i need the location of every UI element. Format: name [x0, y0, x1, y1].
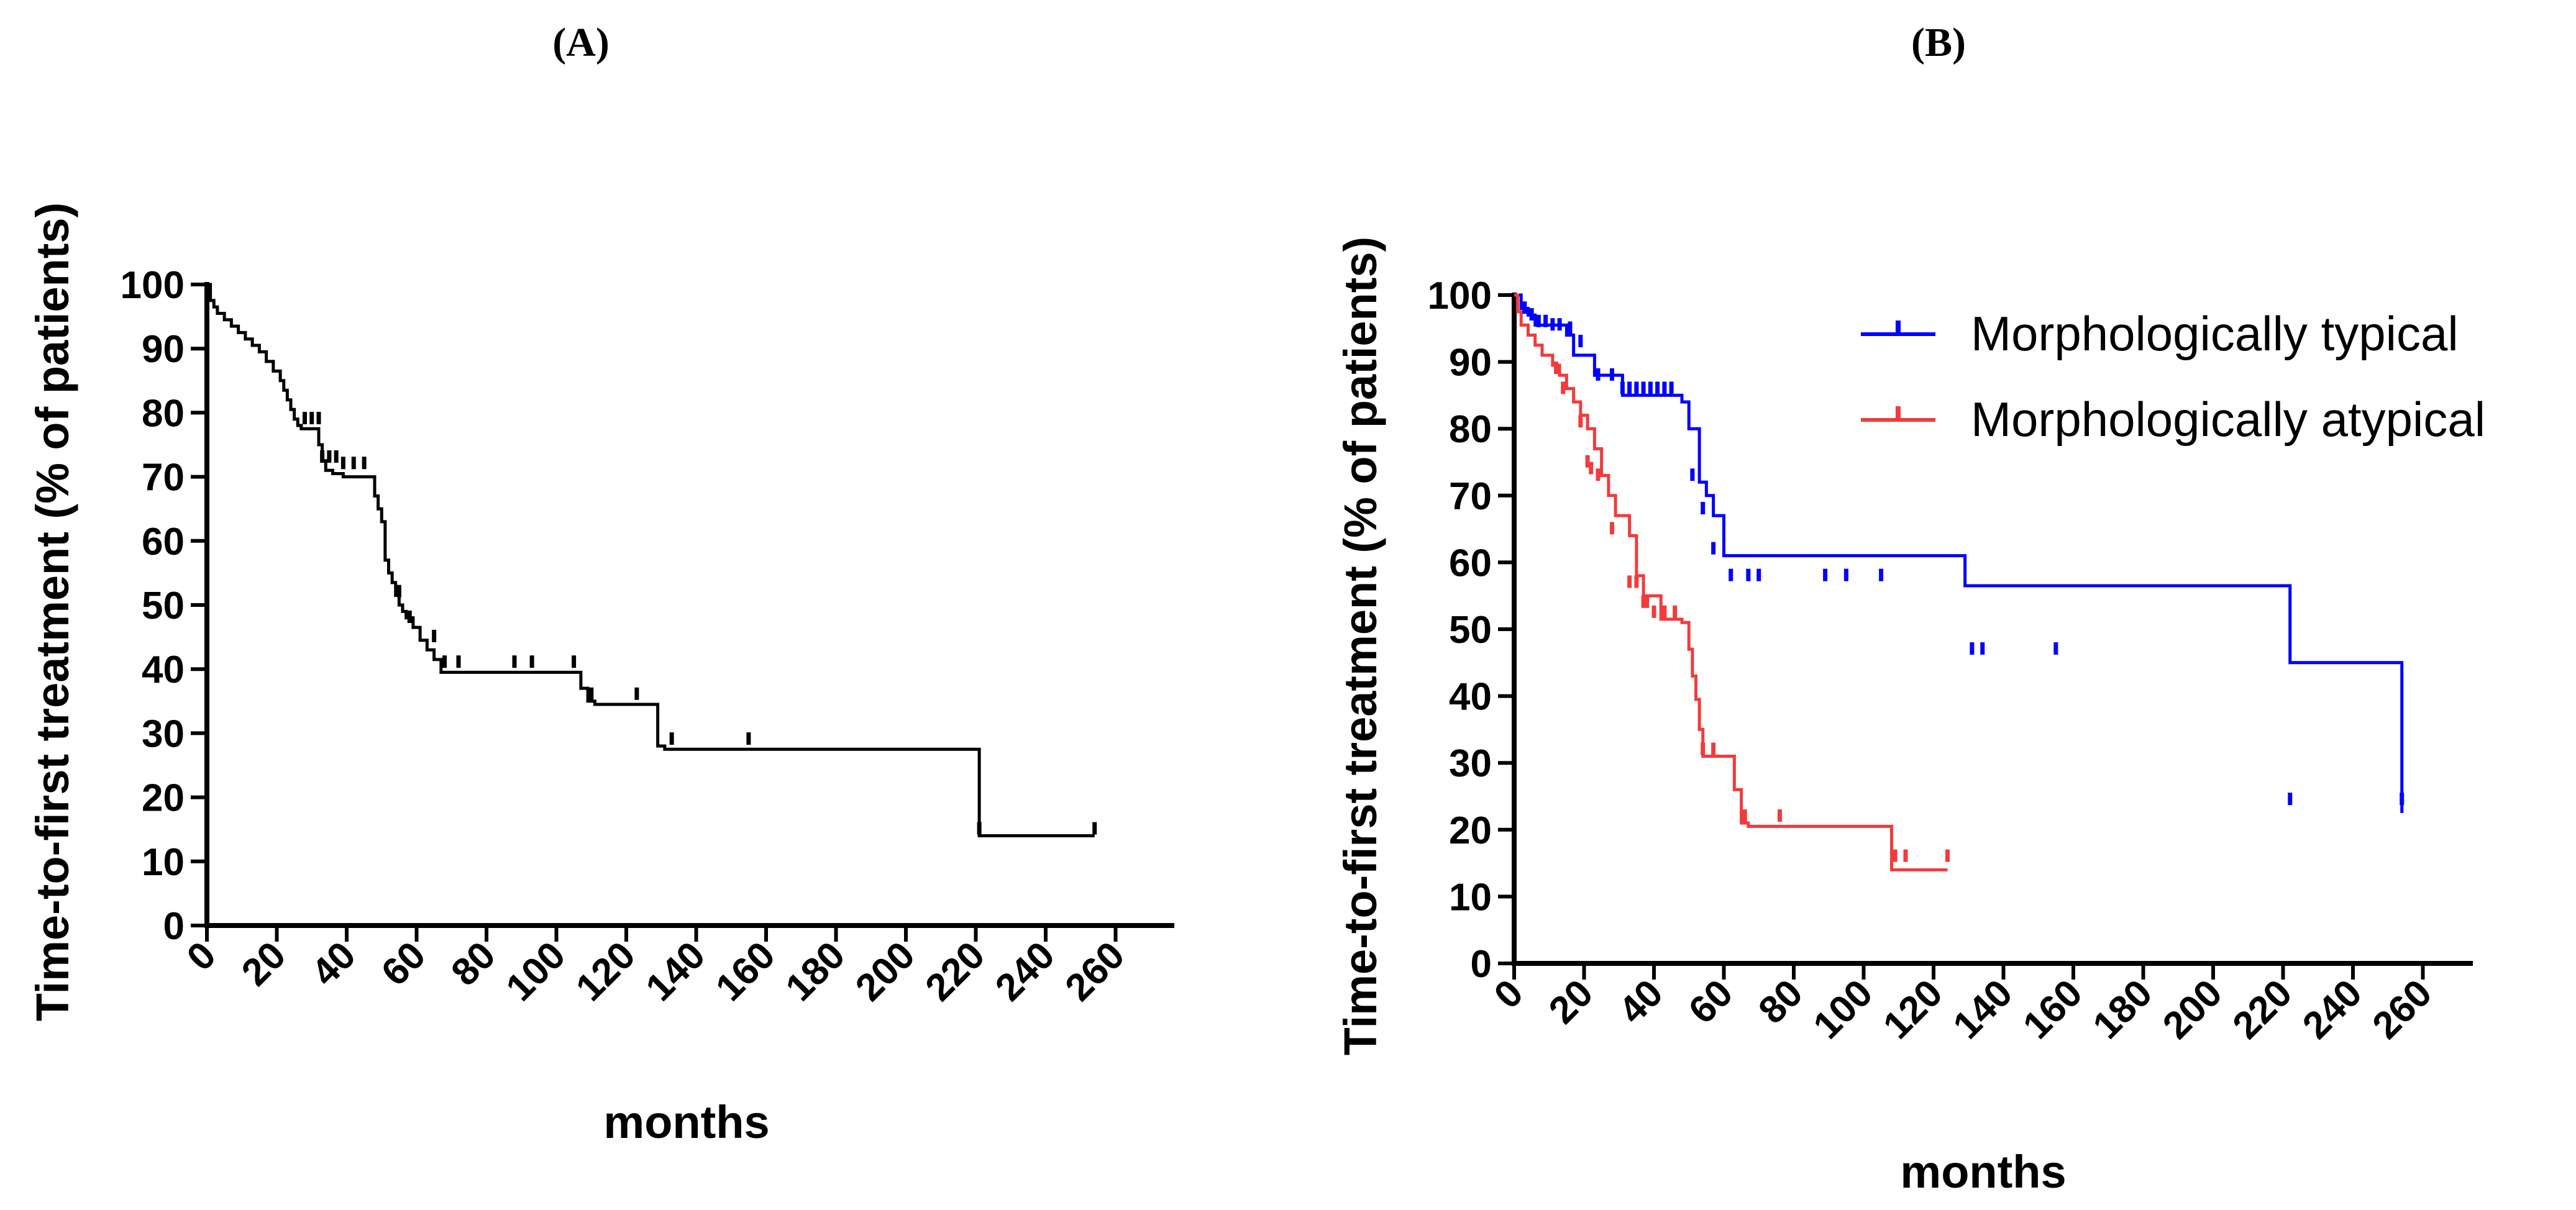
chart-a-x-tick-label: 120 — [568, 934, 644, 1009]
chart-b-x-tick-label: 20 — [1541, 971, 1602, 1032]
chart-b-x-tick-label: 120 — [1875, 971, 1951, 1047]
legend-typical-label: Morphologically typical — [1971, 306, 2459, 361]
chart-a-y-tick-label: 100 — [121, 264, 185, 307]
chart-b-series — [1514, 293, 2405, 871]
chart-b-x-tick-label: 220 — [2224, 971, 2300, 1047]
chart-b-x-tick-label: 140 — [1945, 971, 2021, 1047]
chart-b-x-tick-label: 0 — [1486, 971, 1532, 1017]
chart-a-y-tick-label: 0 — [163, 905, 185, 948]
chart-b-x-tick-label: 260 — [2364, 971, 2440, 1047]
chart-b-x-tick-label: 40 — [1610, 971, 1671, 1032]
chart-a-y-tick-label: 50 — [142, 585, 185, 627]
chart-b-y-tick-label: 10 — [1449, 876, 1492, 919]
chart-a-x-tick-label: 40 — [303, 934, 364, 994]
panel-a-label: (A) — [552, 20, 610, 65]
chart-a-x-axis-title: months — [603, 1096, 769, 1148]
chart-b-y-tick-label: 60 — [1449, 542, 1492, 585]
chart-a-y-tick-label: 10 — [142, 841, 185, 884]
chart-a-y-tick-label: 40 — [142, 648, 185, 691]
chart-b-x-tick-label: 180 — [2085, 971, 2160, 1047]
panel-b-label: (B) — [1911, 20, 1966, 65]
chart-b-x-axis-title: months — [1900, 1146, 2066, 1198]
chart-b-x-tick-label: 200 — [2155, 971, 2231, 1047]
chart-a-x-tick-label: 0 — [179, 934, 224, 979]
chart-a-x-tick-label: 160 — [708, 934, 783, 1009]
chart-a-x-tick-label: 80 — [443, 934, 504, 994]
chart-a-series — [207, 283, 1097, 838]
chart-b-y-tick-label: 70 — [1449, 475, 1492, 518]
chart-b-y-tick-label: 20 — [1449, 809, 1492, 852]
chart-a-x-tick-label: 180 — [777, 934, 853, 1009]
legend-atypical-label: Morphologically atypical — [1971, 392, 2485, 447]
chart-b-x-tick-label: 100 — [1805, 971, 1881, 1047]
chart-b-y-tick-label: 90 — [1449, 342, 1492, 384]
chart-a-x-tick-label: 100 — [498, 934, 573, 1009]
chart-b-x-tick-label: 240 — [2295, 971, 2370, 1047]
chart-b-legend: Morphologically typical Morphologically … — [1861, 306, 2485, 447]
chart-a-y-tick-label: 20 — [142, 777, 185, 820]
chart-a-x-tick-label: 140 — [637, 934, 713, 1009]
chart-a-y-tick-label: 70 — [142, 457, 185, 499]
chart-a-y-tick-label: 60 — [142, 521, 185, 563]
chart-b-y-axis-title: Time-to-first treatment (% of patients) — [1335, 237, 1386, 1055]
chart-a-y-tick-label: 30 — [142, 712, 185, 755]
chart-a-x-tick-label: 260 — [1057, 934, 1133, 1009]
chart-b-x-tick-label: 160 — [2015, 971, 2091, 1047]
chart-b-series-morphologically-typical — [1514, 293, 2404, 813]
chart-a-series-all-patients — [207, 283, 1095, 838]
chart-a-x-tick-label: 60 — [373, 934, 434, 994]
chart-b-x-tick-label: 80 — [1750, 971, 1811, 1032]
chart-b-x-tick-label: 60 — [1681, 971, 1742, 1032]
chart-a-y-tick-label: 90 — [142, 328, 185, 371]
chart-b-y-tick-label: 80 — [1449, 408, 1492, 451]
chart-a-y-axis-title: Time-to-first treatment (% of patients) — [27, 202, 78, 1021]
chart-a-x-tick-label: 240 — [987, 934, 1063, 1009]
chart-b-y-tick-label: 100 — [1428, 275, 1492, 317]
chart-a-x-tick-label: 20 — [234, 934, 295, 994]
chart-b-y-tick-label: 50 — [1449, 609, 1492, 652]
chart-a-x-tick-label: 220 — [917, 934, 993, 1009]
chart-b-series-morphologically-atypical — [1514, 293, 1948, 871]
chart-b-y-tick-label: 30 — [1449, 742, 1492, 785]
chart-a-y-tick-label: 80 — [142, 392, 185, 435]
chart-b-y-tick-label: 40 — [1449, 676, 1492, 719]
chart-a-x-tick-label: 200 — [847, 934, 923, 1009]
chart-b-y-tick-label: 0 — [1471, 943, 1492, 986]
